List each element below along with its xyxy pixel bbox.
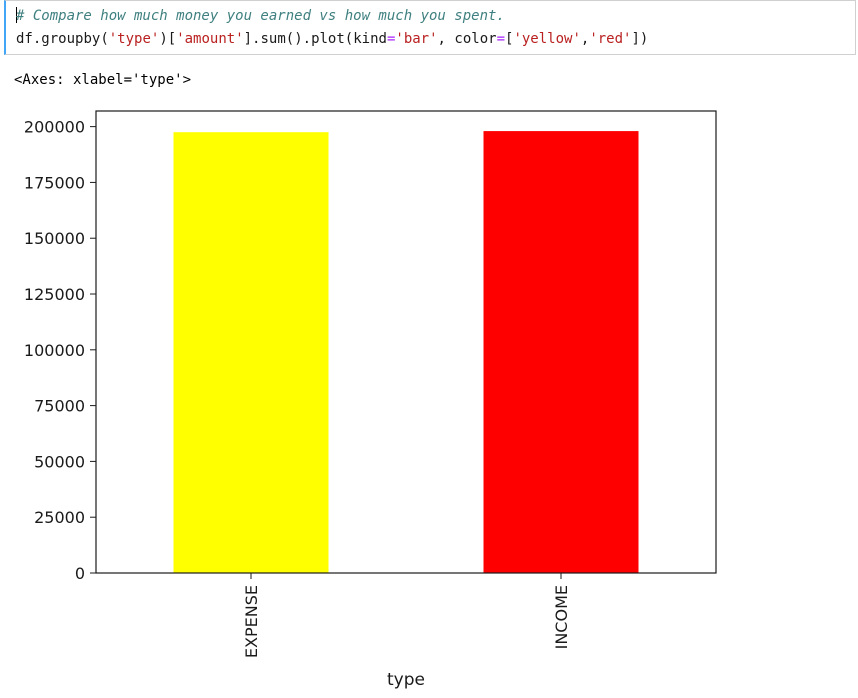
code-operator: = [496, 31, 505, 47]
x-tick-label-income: INCOME [552, 585, 571, 649]
code-token: . [32, 31, 42, 47]
code-operator: = [386, 31, 396, 47]
bar-chart: 0 25000 50000 75000 100000 125000 150000 175000… [24, 110, 717, 690]
code-token-groupby: groupby [41, 31, 101, 47]
y-tick-label: 150000 [24, 229, 85, 248]
axes-frame [95, 110, 717, 574]
code-string-yellow: 'yellow' [513, 31, 581, 47]
code-string-red: 'red' [589, 31, 632, 47]
code-comment: # Compare how much money you earned vs h… [16, 8, 505, 24]
code-comment-line[interactable]: # Compare how much money you earned vs h… [16, 7, 505, 25]
x-axis: EXPENSE INCOME [242, 573, 571, 658]
code-token-kind: kind [353, 31, 387, 47]
output-repr: <Axes: xlabel='type'> [14, 72, 192, 88]
code-token: ( [344, 31, 354, 47]
code-token: ]) [631, 31, 649, 47]
code-token-plot: plot [311, 31, 345, 47]
code-token: (). [285, 31, 312, 47]
bars-group [173, 131, 639, 574]
code-token: ( [100, 31, 109, 47]
code-token-df: df [16, 31, 33, 47]
code-string-amount: 'amount' [176, 31, 244, 47]
y-tick-label: 125000 [24, 285, 85, 304]
x-axis-title: type [387, 670, 425, 690]
y-tick-label: 25000 [34, 508, 85, 527]
code-string-bar: 'bar' [395, 31, 438, 47]
y-axis: 0 25000 50000 75000 100000 125000 150000 175000… [24, 118, 96, 583]
y-tick-label: 75000 [34, 397, 85, 416]
y-tick-label: 175000 [24, 173, 85, 192]
code-token: , [437, 31, 455, 47]
bar-expense [173, 132, 329, 574]
y-tick-label: 100000 [24, 341, 85, 360]
code-statement-line[interactable]: df.groupby('type')['amount'].sum().plot(… [16, 30, 648, 48]
code-token: , [580, 31, 590, 47]
code-token-sum: sum [260, 31, 286, 47]
code-token-color: color [454, 31, 497, 47]
x-tick-label-expense: EXPENSE [242, 585, 261, 658]
y-tick-label: 50000 [34, 452, 85, 471]
y-tick-label: 200000 [24, 118, 85, 137]
code-token: [ [505, 31, 514, 47]
code-token: ]. [243, 31, 261, 47]
code-token: )[ [159, 31, 177, 47]
bar-income [483, 131, 639, 573]
code-cell[interactable]: # Compare how much money you earned vs h… [4, 0, 856, 55]
code-string-type: 'type' [108, 31, 160, 47]
y-tick-label: 0 [75, 564, 85, 583]
text-cursor [16, 7, 17, 23]
